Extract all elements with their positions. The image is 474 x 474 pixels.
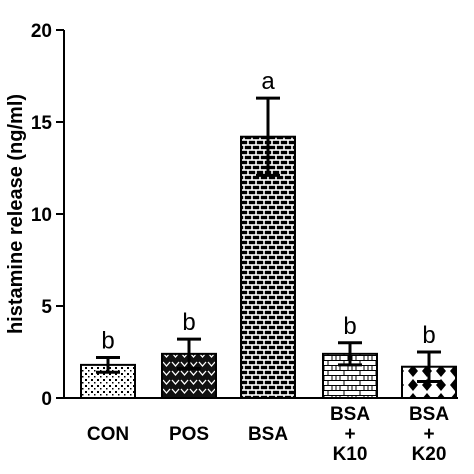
y-tick-label: 5 [41,297,52,318]
significance-label: b [101,328,114,355]
significance-label: b [422,322,435,349]
x-category-label-line: POS [169,424,209,445]
x-category-label-line: K20 [412,444,447,465]
x-category-label-line: BSA [409,404,449,425]
y-tick-label: 0 [41,389,52,410]
x-category-label-line: K10 [333,444,368,465]
x-category-label: BSA + K20 [409,404,449,465]
x-category-label: BSA [248,424,288,445]
x-category-label-line: BSA [330,404,370,425]
bar-2 [240,135,296,399]
x-category-label: BSA + K10 [330,404,370,465]
x-category-label-line: CON [87,424,129,445]
y-axis-title: histamine release (ng/ml) [5,94,27,334]
y-tick-label: 20 [31,21,52,42]
x-category-label-line: BSA [248,424,288,445]
y-tick-label: 10 [31,205,52,226]
significance-label: b [343,313,356,340]
x-category-label: CON [87,424,129,445]
y-tick-label: 15 [31,113,53,134]
significance-label: a [261,68,275,95]
x-category-label: POS [169,424,209,445]
x-category-label-line: + [344,424,355,445]
bars [80,96,457,400]
labels: 0 5 10 15 20 histamine release (ng/ml) b CON b PO… [5,21,449,465]
x-category-label-line: + [423,424,434,445]
significance-label: b [182,309,195,336]
